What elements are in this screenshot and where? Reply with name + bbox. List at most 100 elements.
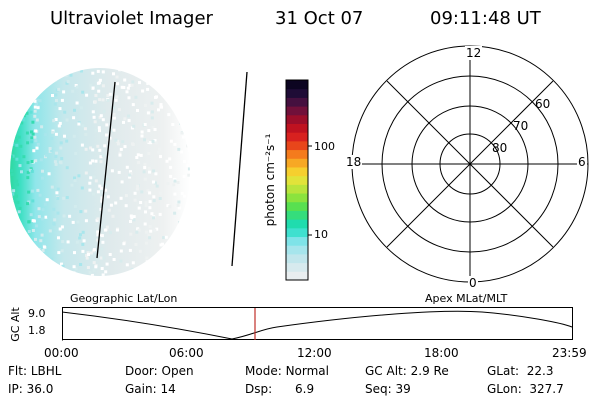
uv-pixel xyxy=(73,204,77,208)
mlt-label-18: 18 xyxy=(345,155,363,169)
uv-pixel xyxy=(136,109,139,112)
uv-pixel xyxy=(142,170,146,174)
status-glon-value: 327.7 xyxy=(529,382,564,396)
uv-pixel xyxy=(73,251,76,255)
uv-pixel xyxy=(28,259,32,263)
uv-pixel xyxy=(98,148,102,152)
uv-pixel xyxy=(161,266,165,270)
uv-pixel xyxy=(106,98,110,102)
uv-pixel xyxy=(96,85,100,89)
uv-pixel xyxy=(26,202,29,206)
uv-pixel xyxy=(31,120,35,124)
uv-pixel xyxy=(39,239,43,243)
uv-pixel xyxy=(38,99,42,103)
uv-pixel xyxy=(171,123,175,126)
uv-pixel xyxy=(145,73,149,77)
uv-pixel xyxy=(166,182,170,186)
uv-pixel xyxy=(128,175,132,179)
uv-pixel xyxy=(18,81,22,85)
uv-pixel xyxy=(104,188,108,192)
uv-pixel xyxy=(165,159,169,163)
uv-pixel xyxy=(36,106,40,110)
uv-pixel xyxy=(106,195,110,199)
uv-pixel xyxy=(58,68,62,72)
uv-pixel xyxy=(63,110,67,114)
uv-pixel xyxy=(140,134,144,138)
uv-pixel xyxy=(187,173,190,177)
uv-pixel xyxy=(156,79,160,83)
uv-pixel xyxy=(154,172,158,176)
uv-pixel xyxy=(93,120,97,124)
uv-pixel xyxy=(148,236,152,240)
uv-pixel xyxy=(30,160,34,163)
uv-pixel xyxy=(77,174,81,178)
uv-pixel xyxy=(79,233,82,237)
uv-pixel xyxy=(114,201,118,205)
uv-pixel xyxy=(100,234,104,238)
uv-pixel xyxy=(127,114,130,118)
uv-pixel xyxy=(99,207,103,211)
mlt-label-12: 12 xyxy=(465,46,483,60)
uv-pixel xyxy=(125,263,129,267)
uv-pixel xyxy=(186,144,190,148)
uv-pixel xyxy=(40,68,44,72)
uv-pixel xyxy=(16,183,20,187)
uv-pixel xyxy=(55,99,58,102)
mlt-label-0: 0 xyxy=(468,276,478,290)
uv-pixel xyxy=(72,271,76,275)
date-label: 31 Oct 07 xyxy=(275,8,364,29)
terminator-line xyxy=(96,81,116,259)
uv-pixel xyxy=(14,112,18,116)
uv-pixel xyxy=(50,257,54,261)
uv-pixel xyxy=(41,176,44,180)
uv-pixel xyxy=(91,148,95,152)
uv-pixel xyxy=(187,160,190,164)
uv-pixel xyxy=(81,249,85,253)
uv-pixel xyxy=(61,240,65,244)
uv-pixel xyxy=(148,191,152,195)
status-seq-value: 39 xyxy=(395,382,411,396)
uv-pixel xyxy=(153,128,157,131)
uv-pixel xyxy=(151,258,155,262)
uv-pixel xyxy=(24,250,28,254)
uv-pixel xyxy=(158,147,162,151)
uv-pixel xyxy=(130,216,134,220)
uv-pixel xyxy=(131,103,135,107)
uv-pixel xyxy=(34,129,38,133)
uv-pixel xyxy=(128,248,132,252)
uv-pixel xyxy=(79,210,83,214)
status-glon: GLon: 327.7 xyxy=(487,382,564,396)
colorbar-segment xyxy=(286,175,308,185)
uv-pixel xyxy=(80,143,84,147)
uv-pixel xyxy=(96,233,100,237)
uv-pixel xyxy=(40,74,44,78)
uv-pixel xyxy=(73,179,77,183)
uv-pixel xyxy=(19,263,22,267)
uv-pixel xyxy=(63,134,66,138)
uv-pixel xyxy=(85,93,89,97)
uv-pixel xyxy=(79,263,83,266)
uv-pixel xyxy=(149,270,153,274)
uv-pixel xyxy=(166,249,170,253)
uv-pixel xyxy=(12,228,16,232)
uv-pixel xyxy=(137,228,141,232)
uv-pixel xyxy=(143,222,147,226)
uv-pixel xyxy=(112,106,115,110)
uv-pixel xyxy=(177,200,181,204)
uv-pixel xyxy=(62,214,66,218)
uv-pixel xyxy=(11,199,15,203)
uv-pixel xyxy=(53,102,57,106)
uv-pixel xyxy=(65,118,69,122)
uv-pixel xyxy=(125,165,129,169)
uv-pixel xyxy=(16,75,20,79)
uv-pixel xyxy=(184,260,188,264)
uv-pixel xyxy=(107,208,111,212)
uv-pixel xyxy=(40,125,44,129)
uv-pixel xyxy=(176,104,180,108)
status-mode-label: Mode: xyxy=(245,364,282,378)
uv-pixel xyxy=(132,218,136,222)
uv-pixel xyxy=(161,242,164,246)
uv-pixel xyxy=(151,126,155,129)
uv-pixel xyxy=(29,93,33,97)
uv-pixel xyxy=(10,196,14,200)
